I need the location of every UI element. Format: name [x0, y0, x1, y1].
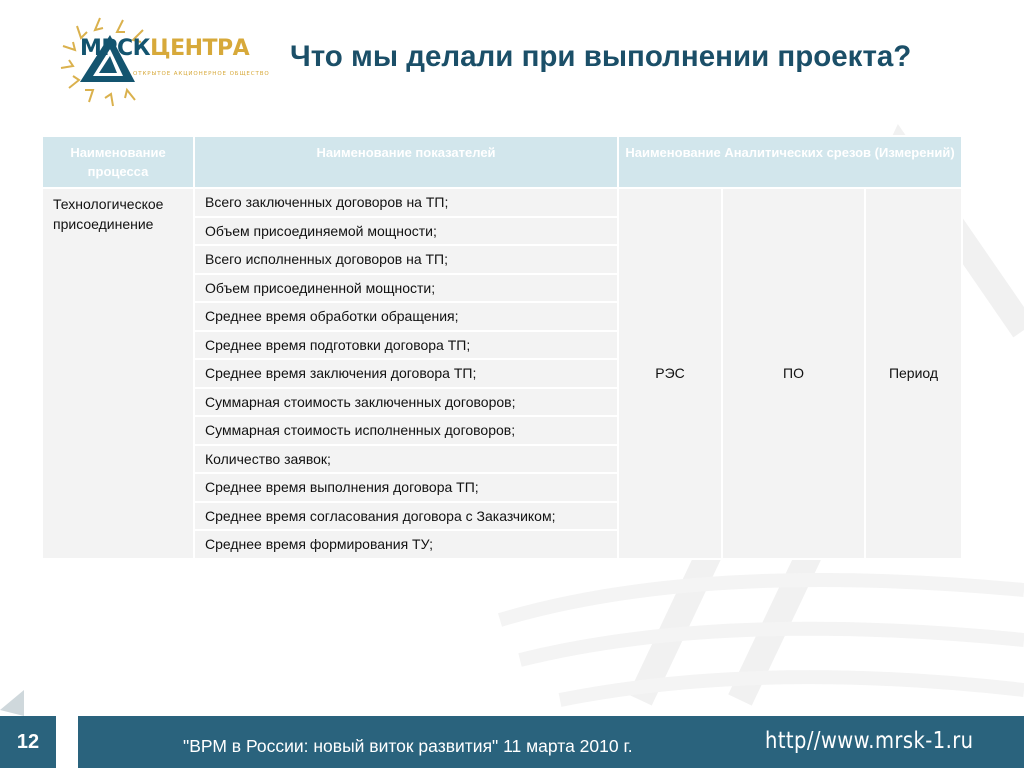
- logo-wordmark: МРСКЦЕНТРА: [80, 36, 250, 61]
- logo-name-accent: ЦЕНТРА: [150, 36, 250, 61]
- table-header-row: Наименование процесса Наименование показ…: [43, 137, 961, 187]
- indicator-cell: Всего заключенных договоров на ТП;: [195, 189, 617, 216]
- indicator-cell: Среднее время заключения договора ТП;: [195, 360, 617, 387]
- indicator-cell: Среднее время обработки обращения;: [195, 303, 617, 330]
- dimension-po: ПО: [723, 189, 864, 558]
- logo-subtitle: ОТКРЫТОЕ АКЦИОНЕРНОЕ ОБЩЕСТВО: [133, 71, 270, 77]
- table-row: Суммарная стоимость исполненных договоро…: [43, 417, 961, 444]
- indicator-cell: Среднее время подготовки договора ТП;: [195, 331, 617, 358]
- table-row: Среднее время согласования договора с За…: [43, 502, 961, 529]
- indicator-cell: Объем присоединенной мощности;: [195, 274, 617, 301]
- table-row: Среднее время обработки обращения;: [43, 303, 961, 330]
- table-row: Среднее время выполнения договора ТП;: [43, 474, 961, 501]
- company-logo: [60, 17, 144, 107]
- table-row: Количество заявок;: [43, 445, 961, 472]
- header-process: Наименование процесса: [43, 137, 193, 187]
- indicator-cell: Количество заявок;: [195, 445, 617, 472]
- table-row: Всего исполненных договоров на ТП;: [43, 246, 961, 273]
- table-row: Технологическое присоединение Всего закл…: [43, 189, 961, 558]
- process-cell: Технологическое присоединение: [43, 189, 193, 558]
- table-row: Среднее время формирования ТУ;: [43, 531, 961, 558]
- dimension-res: РЭС: [619, 189, 721, 558]
- indicator-cell: Всего исполненных договоров на ТП;: [195, 246, 617, 273]
- dimension-period: Период: [866, 189, 961, 558]
- footer-url[interactable]: http//www.mrsk-1.ru: [765, 728, 974, 754]
- indicator-cell: Суммарная стоимость заключенных договоро…: [195, 388, 617, 415]
- table-row: Объем присоединенной мощности;: [43, 274, 961, 301]
- indicator-cell: Среднее время формирования ТУ;: [195, 531, 617, 558]
- footer-bar: [78, 716, 1024, 768]
- table-row: Объем присоединяемой мощности;: [43, 217, 961, 244]
- slide-title: Что мы делали при выполнении проекта?: [290, 40, 912, 73]
- indicator-cell: Среднее время выполнения договора ТП;: [195, 474, 617, 501]
- indicator-cell: Среднее время согласования договора с За…: [195, 502, 617, 529]
- page-number: 12: [0, 716, 56, 768]
- indicator-cell: Объем присоединяемой мощности;: [195, 217, 617, 244]
- header-slices: Наименование Аналитических срезов (Измер…: [619, 137, 961, 187]
- table-row: Среднее время заключения договора ТП;: [43, 360, 961, 387]
- header-indicators: Наименование показателей: [195, 137, 617, 187]
- indicator-cell: Суммарная стоимость исполненных договоро…: [195, 417, 617, 444]
- footer-caption: "ВРМ в России: новый виток развития" 11 …: [183, 736, 633, 756]
- table-row: Суммарная стоимость заключенных договоро…: [43, 388, 961, 415]
- logo-name-dark: МРСК: [80, 36, 151, 61]
- indicators-table: Наименование процесса Наименование показ…: [41, 135, 963, 560]
- table-row: Среднее время подготовки договора ТП;: [43, 331, 961, 358]
